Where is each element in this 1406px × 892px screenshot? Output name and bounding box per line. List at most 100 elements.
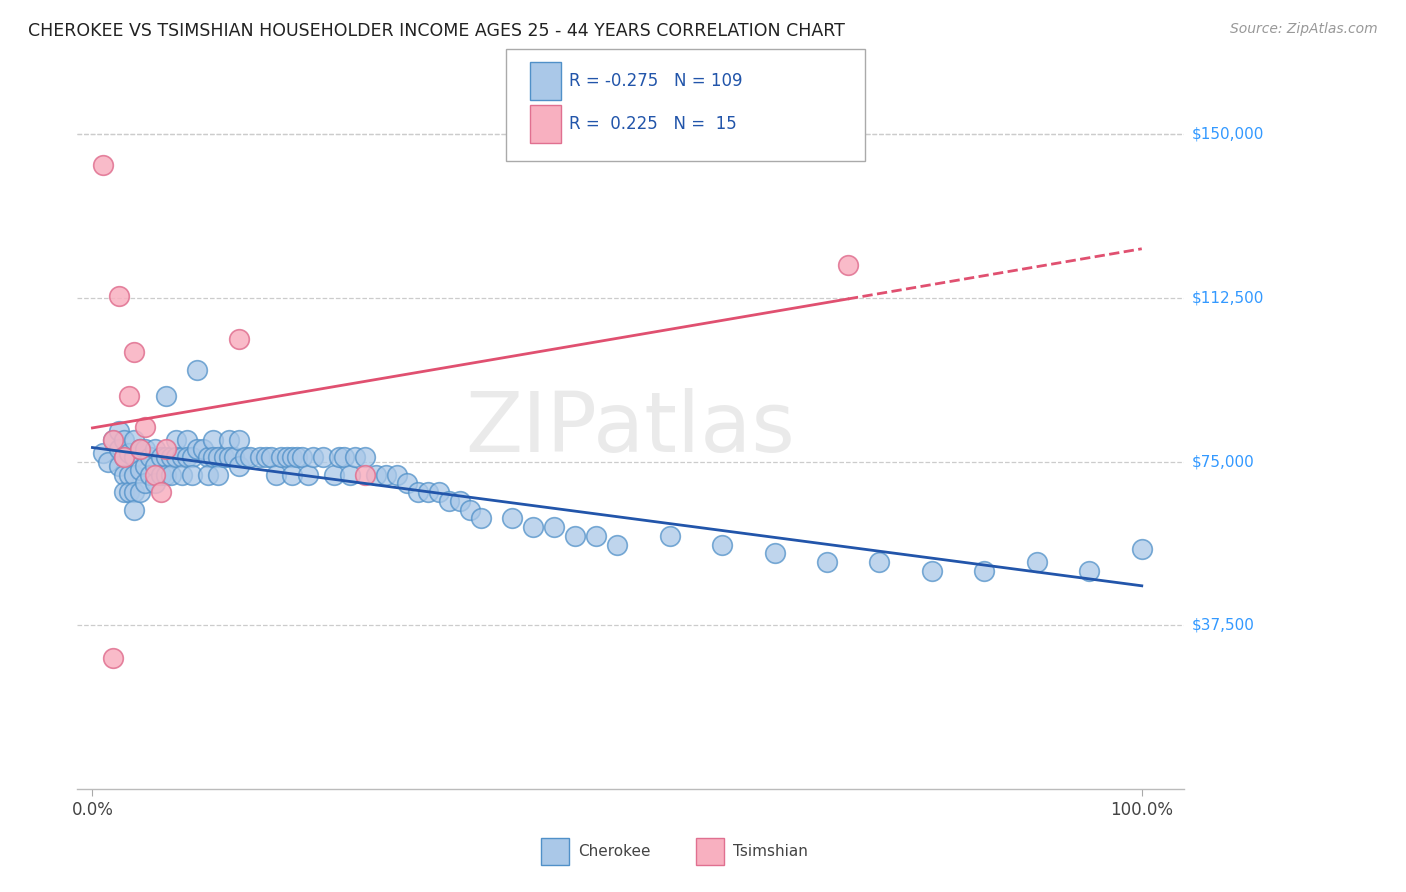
Text: $75,000: $75,000: [1192, 454, 1254, 469]
Text: Tsimshian: Tsimshian: [733, 845, 807, 859]
Point: [155, 450, 177, 465]
Point: [218, 433, 240, 447]
Point: [139, 450, 162, 465]
Point: [165, 450, 187, 465]
Point: [543, 520, 565, 534]
Point: [107, 442, 129, 456]
Point: [291, 450, 314, 465]
Point: [145, 458, 167, 473]
Point: [312, 450, 335, 465]
Point: [134, 476, 156, 491]
Point: [354, 467, 377, 482]
Point: [91, 446, 114, 460]
Point: [155, 389, 177, 403]
Point: [124, 467, 146, 482]
Point: [107, 288, 129, 302]
Point: [418, 485, 440, 500]
Point: [207, 467, 229, 482]
Point: [103, 433, 125, 447]
Point: [165, 433, 187, 447]
Point: [375, 467, 398, 482]
Point: [124, 433, 146, 447]
Point: [112, 485, 135, 500]
Point: [228, 332, 250, 346]
Point: [160, 450, 183, 465]
Point: [501, 511, 523, 525]
Point: [276, 450, 298, 465]
Point: [233, 450, 256, 465]
Point: [191, 442, 214, 456]
Text: $150,000: $150,000: [1192, 127, 1264, 142]
Point: [149, 485, 172, 500]
Point: [197, 450, 219, 465]
Point: [97, 455, 120, 469]
Point: [427, 485, 450, 500]
Point: [921, 564, 943, 578]
Point: [437, 494, 460, 508]
Point: [385, 467, 408, 482]
Point: [186, 363, 208, 377]
Point: [470, 511, 492, 525]
Point: [103, 433, 125, 447]
Point: [606, 538, 628, 552]
Point: [585, 529, 607, 543]
Point: [128, 463, 150, 477]
Point: [301, 450, 323, 465]
Point: [160, 467, 183, 482]
Point: [149, 467, 172, 482]
Point: [339, 467, 361, 482]
Point: [522, 520, 544, 534]
Point: [202, 450, 225, 465]
Point: [107, 424, 129, 438]
Point: [322, 467, 344, 482]
Point: [149, 450, 172, 465]
Point: [228, 433, 250, 447]
Point: [124, 502, 146, 516]
Point: [145, 476, 167, 491]
Point: [181, 450, 204, 465]
Point: [658, 529, 681, 543]
Point: [333, 450, 356, 465]
Point: [1025, 555, 1047, 569]
Point: [145, 467, 167, 482]
Point: [449, 494, 471, 508]
Point: [564, 529, 586, 543]
Point: [118, 467, 141, 482]
Point: [112, 450, 135, 465]
Point: [124, 485, 146, 500]
Point: [228, 458, 250, 473]
Point: [176, 433, 198, 447]
Point: [406, 485, 429, 500]
Point: [260, 450, 283, 465]
Point: [343, 450, 366, 465]
Point: [458, 502, 481, 516]
Point: [181, 467, 204, 482]
Point: [124, 450, 146, 465]
Text: Cherokee: Cherokee: [578, 845, 651, 859]
Point: [134, 458, 156, 473]
Point: [222, 450, 245, 465]
Point: [107, 458, 129, 473]
Point: [815, 555, 838, 569]
Point: [264, 467, 287, 482]
Point: [118, 446, 141, 460]
Text: CHEROKEE VS TSIMSHIAN HOUSEHOLDER INCOME AGES 25 - 44 YEARS CORRELATION CHART: CHEROKEE VS TSIMSHIAN HOUSEHOLDER INCOME…: [28, 22, 845, 40]
Point: [128, 442, 150, 456]
Point: [711, 538, 734, 552]
Point: [328, 450, 350, 465]
Text: $112,500: $112,500: [1192, 290, 1264, 305]
Point: [145, 442, 167, 456]
Point: [973, 564, 995, 578]
Point: [112, 450, 135, 465]
Point: [155, 442, 177, 456]
Text: ZIPatlas: ZIPatlas: [465, 388, 796, 469]
Point: [239, 450, 262, 465]
Point: [176, 450, 198, 465]
Point: [212, 450, 235, 465]
Point: [139, 467, 162, 482]
Point: [118, 485, 141, 500]
Point: [364, 467, 387, 482]
Point: [134, 442, 156, 456]
Point: [763, 546, 786, 560]
Point: [118, 389, 141, 403]
